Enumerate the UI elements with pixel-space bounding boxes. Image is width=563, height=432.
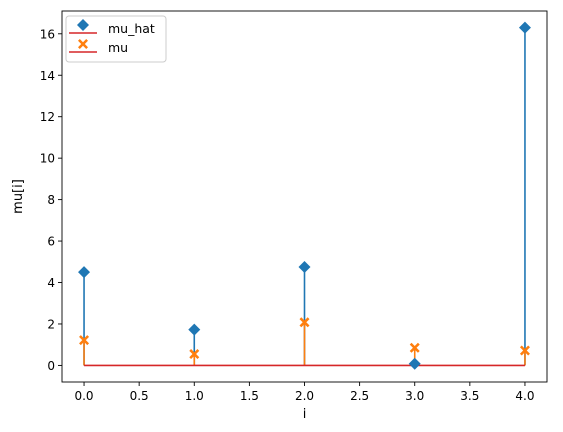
x-tick-label: 1.5 <box>240 389 259 403</box>
y-tick-label: 8 <box>47 193 55 207</box>
mu-marker <box>78 39 88 49</box>
x-axis-label: i <box>303 407 307 422</box>
mu-marker <box>519 345 530 356</box>
x-tick-label: 2.0 <box>295 389 314 403</box>
mu-marker <box>79 335 90 346</box>
y-tick-label: 10 <box>40 152 55 166</box>
y-tick-label: 16 <box>40 27 55 41</box>
legend-box <box>65 15 167 63</box>
legend-label: mu_hat <box>108 21 155 36</box>
y-tick-label: 6 <box>47 235 55 249</box>
y-axis-label: mu[i] <box>11 179 26 214</box>
x-tick-label: 3.5 <box>460 389 479 403</box>
y-axis-ticks: 0 2 4 6 8 10 12 14 16 <box>40 27 62 373</box>
mu-hat-marker <box>518 21 531 34</box>
mu-hat-marker <box>408 357 421 370</box>
x-tick-label: 4.0 <box>515 389 534 403</box>
mu-hat-marker <box>78 266 91 279</box>
x-axis-ticks: 0.0 0.5 1.0 1.5 2.0 2.5 3.0 3.5 4.0 <box>74 382 535 403</box>
mu-marker <box>409 342 420 353</box>
markers-layer <box>78 21 531 370</box>
mu-marker <box>299 317 310 328</box>
x-tick-label: 3.0 <box>405 389 424 403</box>
y-tick-label: 12 <box>40 110 55 124</box>
x-tick-label: 0.0 <box>74 389 93 403</box>
mu-hat-marker <box>188 323 201 336</box>
y-tick-label: 14 <box>40 69 55 83</box>
x-tick-label: 1.0 <box>185 389 204 403</box>
y-tick-label: 0 <box>47 359 55 373</box>
x-tick-label: 0.5 <box>130 389 149 403</box>
mu-hat-marker <box>77 19 89 31</box>
y-tick-label: 4 <box>47 276 55 290</box>
mu-hat-marker <box>298 260 311 273</box>
y-tick-label: 2 <box>47 317 55 331</box>
x-tick-label: 2.5 <box>350 389 369 403</box>
legend-label: mu <box>108 40 128 55</box>
mu-marker <box>189 349 200 360</box>
stem-lines <box>83 27 526 366</box>
